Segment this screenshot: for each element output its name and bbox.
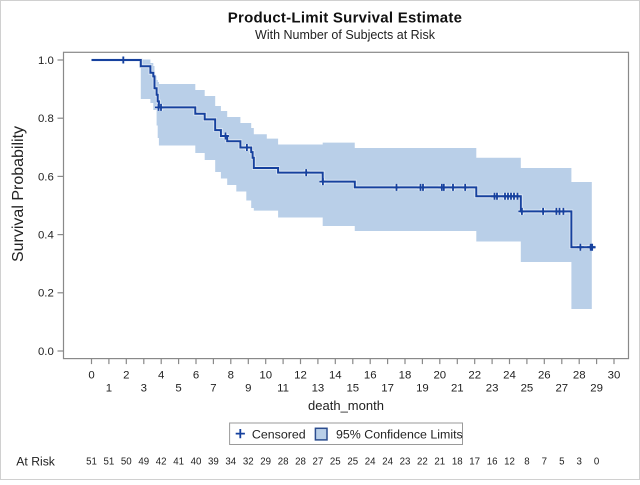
svg-text:6: 6 [193, 370, 199, 382]
svg-text:0.2: 0.2 [38, 288, 54, 300]
svg-text:51: 51 [104, 457, 115, 468]
svg-text:24: 24 [503, 370, 516, 382]
svg-text:25: 25 [521, 382, 534, 394]
svg-text:5: 5 [559, 457, 564, 468]
svg-text:0.8: 0.8 [38, 113, 54, 125]
svg-text:26: 26 [538, 370, 551, 382]
svg-text:42: 42 [156, 457, 167, 468]
svg-text:51: 51 [86, 457, 97, 468]
svg-text:22: 22 [417, 457, 428, 468]
svg-text:4: 4 [158, 370, 164, 382]
svg-text:34: 34 [225, 457, 236, 468]
svg-text:29: 29 [260, 457, 271, 468]
svg-text:25: 25 [347, 457, 358, 468]
svg-text:3: 3 [141, 382, 147, 394]
svg-text:16: 16 [487, 457, 498, 468]
svg-text:12: 12 [294, 370, 307, 382]
svg-text:Censored: Censored [252, 427, 306, 441]
svg-text:19: 19 [416, 382, 429, 394]
svg-text:12: 12 [504, 457, 515, 468]
svg-text:0.6: 0.6 [38, 171, 54, 183]
svg-text:28: 28 [295, 457, 306, 468]
svg-text:28: 28 [573, 370, 586, 382]
svg-text:17: 17 [381, 382, 394, 394]
svg-text:20: 20 [433, 370, 446, 382]
svg-text:39: 39 [208, 457, 219, 468]
svg-text:21: 21 [451, 382, 464, 394]
svg-text:3: 3 [577, 457, 582, 468]
svg-text:5: 5 [175, 382, 181, 394]
svg-text:14: 14 [329, 370, 342, 382]
svg-text:At Risk: At Risk [16, 455, 56, 469]
svg-text:32: 32 [243, 457, 254, 468]
svg-text:17: 17 [469, 457, 480, 468]
svg-text:18: 18 [399, 370, 412, 382]
svg-text:0: 0 [594, 457, 600, 468]
svg-text:23: 23 [400, 457, 411, 468]
svg-text:8: 8 [524, 457, 529, 468]
svg-text:15: 15 [346, 382, 359, 394]
svg-text:49: 49 [138, 457, 149, 468]
svg-text:7: 7 [210, 382, 216, 394]
svg-text:16: 16 [364, 370, 377, 382]
svg-text:29: 29 [590, 382, 603, 394]
svg-text:Survival Probability: Survival Probability [10, 126, 27, 262]
svg-text:22: 22 [468, 370, 481, 382]
svg-text:21: 21 [434, 457, 445, 468]
svg-text:9: 9 [245, 382, 251, 394]
svg-text:18: 18 [452, 457, 463, 468]
svg-text:23: 23 [486, 382, 499, 394]
svg-text:death_month: death_month [308, 398, 384, 413]
svg-text:95% Confidence Limits: 95% Confidence Limits [336, 427, 463, 441]
svg-text:1.0: 1.0 [38, 55, 54, 67]
svg-text:13: 13 [312, 382, 325, 394]
svg-text:8: 8 [228, 370, 234, 382]
svg-text:40: 40 [191, 457, 202, 468]
svg-text:50: 50 [121, 457, 132, 468]
svg-text:0.4: 0.4 [38, 230, 54, 242]
svg-text:24: 24 [365, 457, 376, 468]
svg-text:Product-Limit Survival Estimat: Product-Limit Survival Estimate [228, 10, 462, 27]
svg-text:27: 27 [555, 382, 568, 394]
svg-text:With Number of Subjects at Ris: With Number of Subjects at Risk [255, 28, 436, 42]
svg-text:2: 2 [123, 370, 129, 382]
svg-text:0.0: 0.0 [38, 346, 54, 358]
svg-text:0: 0 [88, 370, 94, 382]
svg-text:41: 41 [173, 457, 184, 468]
svg-text:11: 11 [277, 382, 289, 394]
svg-text:24: 24 [382, 457, 393, 468]
svg-text:10: 10 [259, 370, 272, 382]
svg-text:28: 28 [278, 457, 289, 468]
svg-text:25: 25 [330, 457, 341, 468]
svg-text:7: 7 [542, 457, 547, 468]
svg-text:1: 1 [106, 382, 112, 394]
svg-text:27: 27 [313, 457, 324, 468]
svg-text:30: 30 [608, 370, 621, 382]
